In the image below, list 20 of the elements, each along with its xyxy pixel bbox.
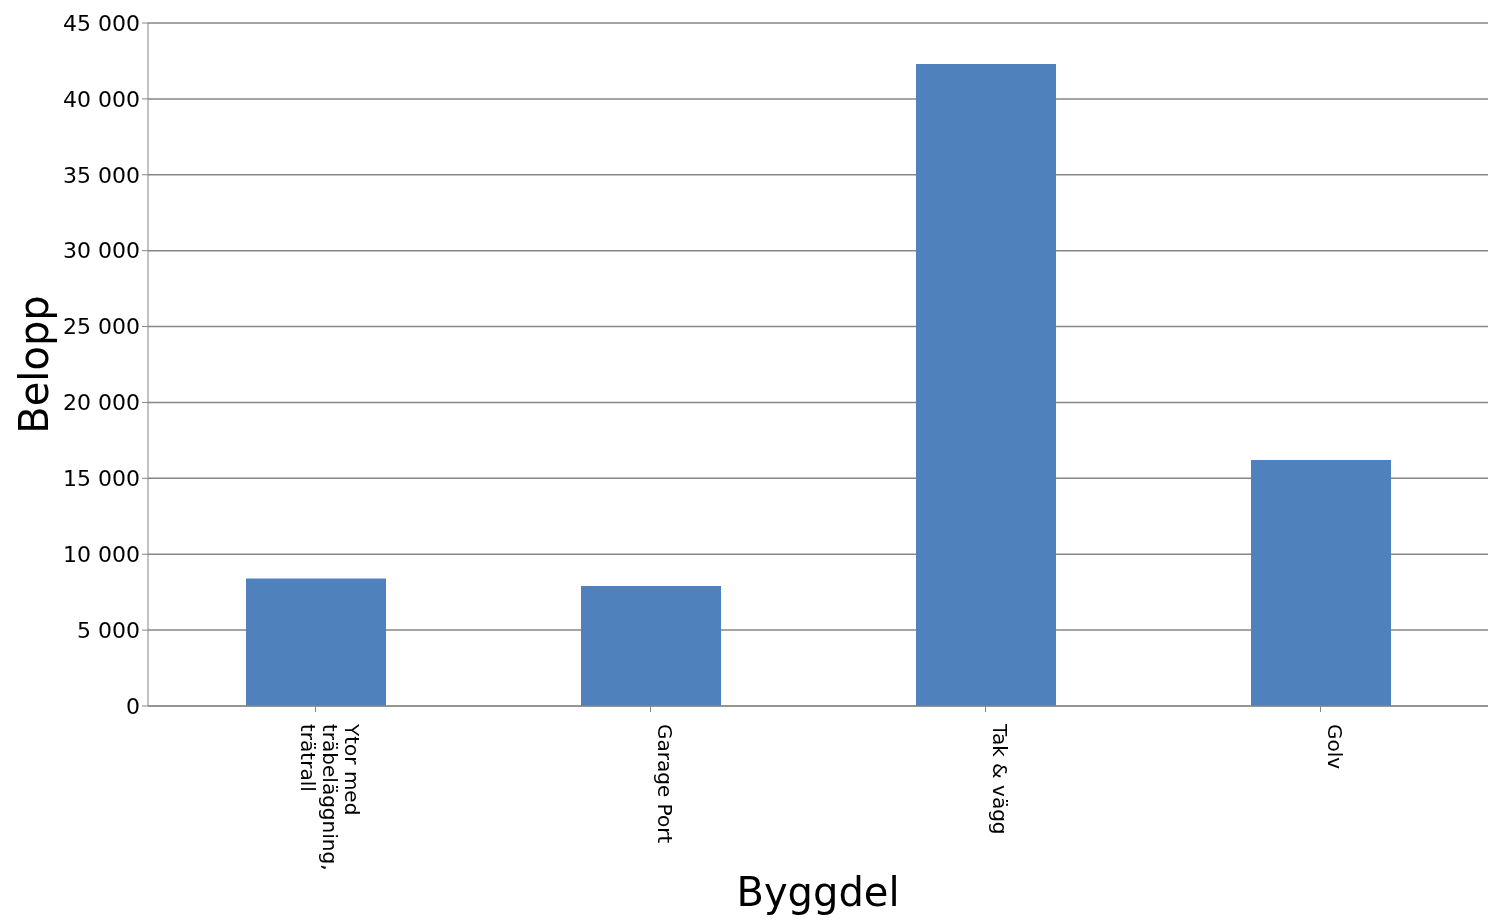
bar: [1251, 460, 1391, 706]
y-tick-label: 30 000: [63, 238, 140, 264]
x-axis-title: Byggdel: [736, 869, 900, 915]
y-tick-label: 5 000: [77, 617, 140, 643]
bar: [916, 63, 1056, 706]
x-tick-label: Garage Port: [652, 724, 677, 844]
x-tick-label: Tak & vägg: [987, 723, 1012, 835]
bar: [246, 578, 386, 706]
y-tick-label: 15 000: [63, 466, 140, 492]
x-tick-label: Golv: [1322, 724, 1347, 770]
y-tick-label: 20 000: [63, 390, 140, 416]
y-tick-label: 10 000: [63, 542, 140, 568]
y-axis-title: Belopp: [11, 295, 58, 434]
bar: [581, 586, 721, 706]
y-tick-label: 0: [126, 693, 140, 719]
y-tick-label: 25 000: [63, 314, 140, 340]
x-tick-label: Ytor med träbeläggning, trätrall: [295, 723, 364, 871]
y-tick-label: 40 000: [63, 86, 140, 112]
y-tick-label: 45 000: [63, 10, 140, 36]
y-tick-label: 35 000: [63, 162, 140, 188]
